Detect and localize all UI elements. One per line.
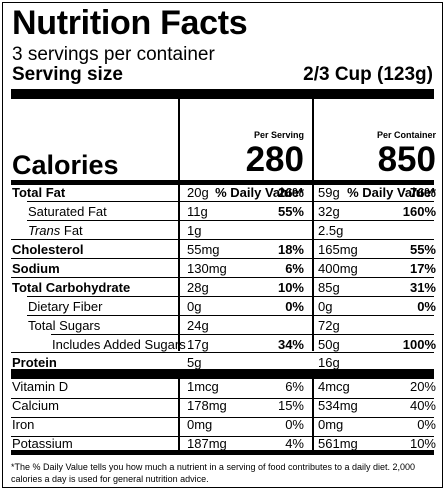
serving-daily-value: 26% (277, 185, 304, 200)
vitamin-serving-daily-value: 0% (285, 417, 304, 432)
calories-label: Calories (12, 150, 119, 180)
vitamin-row-divider (11, 398, 434, 399)
vitamin-serving-daily-value: 4% (285, 436, 304, 451)
serving-daily-value: 6% (285, 261, 304, 276)
nutrient-label: Saturated Fat (28, 204, 107, 219)
vitamin-container-amount: 534mg (318, 398, 358, 413)
container-amount: 32g (318, 204, 340, 219)
serving-amount: 55mg (187, 242, 220, 257)
nutrient-label: Includes Added Sugars (52, 337, 186, 352)
serving-amount: 24g (187, 318, 209, 333)
vitamin-container-daily-value: 0% (417, 417, 436, 432)
column-divider-right (312, 99, 314, 351)
nutrient-label: Total Fat (12, 185, 66, 200)
nutrient-label: Sodium (12, 261, 60, 276)
vitamin-serving-amount: 187mg (187, 436, 227, 451)
serving-amount: 17g (187, 337, 209, 352)
column-divider-left (178, 99, 180, 351)
thick-divider-top (11, 89, 434, 99)
nutrition-facts-panel: Nutrition Facts 3 servings per container… (2, 2, 443, 488)
daily-value-header-serving: % Daily Value* (215, 185, 304, 200)
container-amount: 16g (318, 355, 340, 370)
thick-divider-bottom (11, 450, 434, 455)
vitamin-row-divider (11, 417, 434, 418)
container-daily-value: 17% (409, 261, 436, 276)
nutrient-label: Trans Fat (28, 223, 83, 238)
vitamin-label: Iron (12, 417, 35, 432)
serving-amount: 11g (187, 204, 208, 219)
nutrient-label: Total Sugars (28, 318, 101, 333)
row-divider (27, 220, 434, 221)
container-amount: 165mg (318, 242, 358, 257)
serving-amount: 130mg (187, 261, 227, 276)
container-amount: 2.5g (318, 223, 344, 238)
vitamin-container-amount: 561mg (318, 436, 358, 451)
calories-per-container: 850 (377, 140, 436, 179)
container-daily-value: 160% (402, 204, 436, 219)
nutrient-label-rest: Fat (60, 223, 83, 238)
thick-divider-middle (11, 369, 434, 379)
panel-title: Nutrition Facts (12, 4, 248, 42)
row-divider (11, 239, 434, 240)
serving-daily-value: 34% (277, 337, 304, 352)
container-amount: 59g (318, 185, 340, 200)
container-daily-value: 0% (417, 299, 436, 314)
container-amount: 85g (318, 280, 340, 295)
serving-size-label: Serving size (12, 64, 123, 85)
vitamin-row-divider (11, 436, 434, 437)
vitamin-serving-daily-value: 6% (285, 379, 304, 394)
container-amount: 50g (318, 337, 340, 352)
row-divider (11, 258, 434, 259)
container-amount: 400mg (318, 261, 358, 276)
nutrient-label: Total Carbohydrate (12, 280, 131, 295)
container-amount: 72g (318, 318, 340, 333)
serving-size-value: 2/3 Cup (123g) (303, 64, 433, 85)
daily-value-header-container: % Daily Value* (347, 185, 436, 200)
serving-amount: 0g (187, 299, 202, 314)
vitamin-column-divider-right (312, 379, 314, 450)
vitamin-container-amount: 0mg (318, 417, 344, 432)
serving-daily-value: 18% (277, 242, 304, 257)
row-divider (11, 352, 434, 353)
container-daily-value: 76% (409, 185, 436, 200)
nutrient-label-italic: Trans (28, 223, 61, 238)
vitamin-serving-amount: 0mg (187, 417, 213, 432)
vitamin-container-daily-value: 40% (409, 398, 436, 413)
servings-per-container: 3 servings per container (12, 44, 215, 65)
vitamin-container-daily-value: 20% (409, 379, 436, 394)
row-divider (11, 182, 434, 183)
row-divider (27, 201, 434, 202)
vitamin-serving-amount: 1mcg (187, 379, 219, 394)
serving-daily-value: 55% (277, 204, 304, 219)
nutrient-label: Protein (12, 355, 57, 370)
row-divider (51, 334, 434, 335)
vitamin-container-daily-value: 10% (409, 436, 436, 451)
vitamin-label: Potassium (12, 436, 73, 451)
per-container-header: Per Container (376, 130, 436, 140)
serving-daily-value: 0% (285, 299, 304, 314)
per-serving-header: Per Serving (253, 130, 304, 140)
serving-amount: 28g (187, 280, 209, 295)
row-divider (27, 315, 434, 316)
vitamin-serving-amount: 178mg (187, 398, 227, 413)
vitamin-container-amount: 4mcg (318, 379, 350, 394)
row-divider (27, 296, 434, 297)
vitamin-label: Calcium (12, 398, 59, 413)
container-daily-value: 100% (402, 337, 436, 352)
serving-amount: 5g (187, 355, 202, 370)
nutrient-label: Dietary Fiber (28, 299, 103, 314)
serving-daily-value: 10% (277, 280, 304, 295)
container-daily-value: 55% (409, 242, 436, 257)
container-amount: 0g (318, 299, 333, 314)
container-daily-value: 31% (409, 280, 436, 295)
vitamin-label: Vitamin D (12, 379, 69, 394)
vitamin-column-divider-left (178, 379, 180, 450)
nutrient-label: Cholesterol (12, 242, 84, 257)
vitamin-serving-daily-value: 15% (277, 398, 304, 413)
calories-per-serving: 280 (245, 140, 304, 179)
row-divider (11, 277, 434, 278)
footnote: *The % Daily Value tells you how much a … (11, 462, 416, 484)
serving-amount: 1g (187, 223, 202, 238)
serving-amount: 20g (187, 185, 209, 200)
